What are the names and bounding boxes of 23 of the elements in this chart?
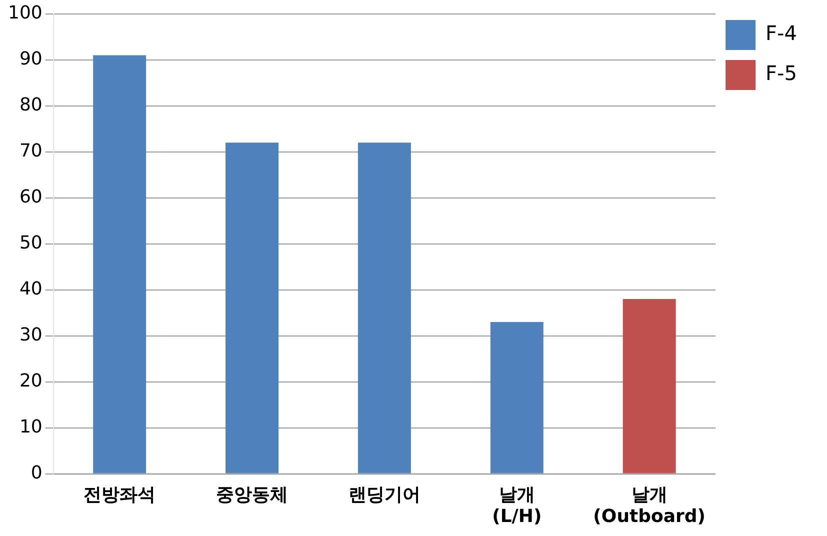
y-tick-label: 70 [19, 140, 42, 162]
bar [490, 322, 544, 474]
x-tick-label: 날개 (L/H) [492, 484, 542, 527]
y-tick-label: 80 [19, 94, 42, 116]
x-tick-label: 날개 (Outboard) [593, 484, 706, 527]
y-tick-label: 50 [19, 232, 42, 254]
x-tick-label: 랜딩기어 [348, 484, 420, 506]
y-tick-label: 40 [19, 278, 42, 300]
y-tick-label: 20 [19, 370, 42, 392]
y-tick-label: 30 [19, 324, 42, 346]
bar [358, 142, 411, 474]
x-tick-label: 중앙동체 [216, 484, 288, 506]
y-tick-label: 10 [19, 416, 42, 438]
y-tick-label: 100 [8, 2, 42, 24]
bar [622, 299, 676, 474]
bar [93, 55, 146, 474]
y-tick-label: 60 [19, 186, 42, 208]
x-tick-label: 전방좌석 [84, 484, 156, 506]
y-tick-label: 90 [19, 48, 42, 70]
legend-label: F-4 [766, 21, 798, 46]
bar [226, 142, 279, 474]
y-tick-label: 0 [30, 462, 42, 484]
legend-label: F-5 [766, 61, 798, 86]
